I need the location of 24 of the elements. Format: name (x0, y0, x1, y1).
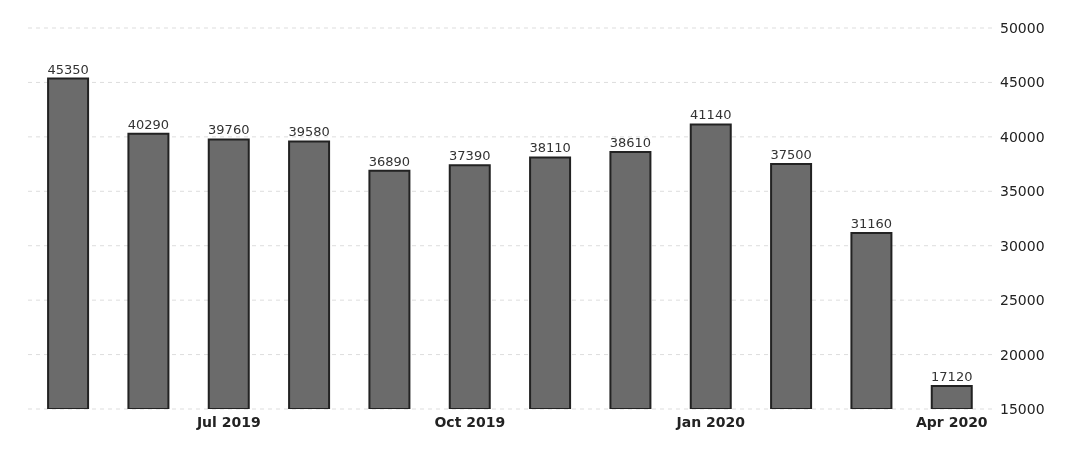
y-tick-label: 45000 (1000, 74, 1045, 91)
data-label: 17120 (931, 368, 973, 384)
y-tick-label: 25000 (1000, 292, 1045, 309)
y-tick-label: 50000 (1000, 19, 1045, 36)
x-tick-label: Jul 2019 (195, 413, 261, 430)
data-label: 40290 (127, 116, 170, 132)
y-tick-label: 15000 (1000, 400, 1045, 417)
x-tick-label: Apr 2020 (916, 413, 988, 430)
y-tick-label: 20000 (1000, 346, 1045, 363)
y-tick-label: 35000 (1000, 183, 1045, 200)
data-label: 36890 (368, 153, 411, 169)
data-label: 37390 (449, 148, 491, 164)
data-label: 38110 (529, 140, 571, 156)
y-tick-label: 40000 (1000, 128, 1045, 145)
data-label: 39760 (208, 122, 250, 138)
x-tick-label: Oct 2019 (434, 413, 506, 430)
data-label: 39580 (288, 124, 330, 140)
y-tick-label: 30000 (1000, 237, 1045, 254)
data-label: 31160 (850, 216, 893, 232)
data-label: 38610 (609, 134, 652, 150)
x-tick-label: Jan 2020 (675, 413, 746, 430)
data-label: 37500 (770, 147, 812, 163)
data-label: 41140 (690, 107, 732, 123)
data-label: 45350 (47, 61, 89, 77)
